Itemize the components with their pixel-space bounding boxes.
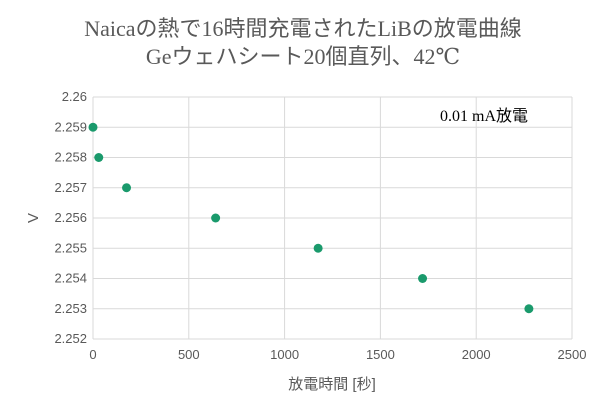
x-tick-label: 2500 — [558, 347, 587, 362]
y-tick-label: 2.256 — [54, 210, 87, 225]
data-points — [88, 122, 534, 314]
y-tick-label: 2.259 — [54, 119, 87, 134]
y-tick-label: 2.253 — [54, 301, 87, 316]
x-axis-label: 放電時間 [秒] — [288, 376, 376, 393]
y-tick-label: 2.258 — [54, 150, 87, 165]
chart-title-line1: Naicaの熱で16時間充電されたLiBの放電曲線 — [84, 16, 522, 41]
data-point — [313, 243, 323, 253]
data-point — [524, 304, 534, 314]
x-tick-labels: 0 500 1000 1500 2000 2500 — [89, 347, 586, 362]
data-point — [122, 183, 132, 193]
chart-title-line2: Geウェハシート20個直列、42℃ — [145, 44, 461, 69]
y-tick-label: 2.26 — [62, 89, 87, 104]
x-tick-label: 500 — [178, 347, 200, 362]
data-point — [211, 213, 221, 223]
data-point — [88, 122, 98, 132]
chart-annotation: 0.01 mA放電 — [440, 107, 528, 125]
x-tick-label: 0 — [89, 347, 96, 362]
data-point — [94, 153, 104, 162]
grid-lines — [92, 96, 573, 340]
x-tick-label: 1000 — [270, 347, 299, 362]
y-tick-label: 2.255 — [54, 240, 87, 255]
y-axis-label: V — [25, 213, 42, 223]
y-tick-label: 2.257 — [54, 180, 87, 195]
y-tick-label: 2.254 — [54, 271, 87, 286]
x-tick-label: 1500 — [366, 347, 395, 362]
y-tick-label: 2.252 — [54, 331, 87, 346]
x-tick-label: 2000 — [462, 347, 491, 362]
y-tick-labels: 2.252 2.253 2.254 2.255 2.256 2.257 2.258 2.259… — [54, 89, 87, 346]
data-point — [418, 274, 428, 283]
